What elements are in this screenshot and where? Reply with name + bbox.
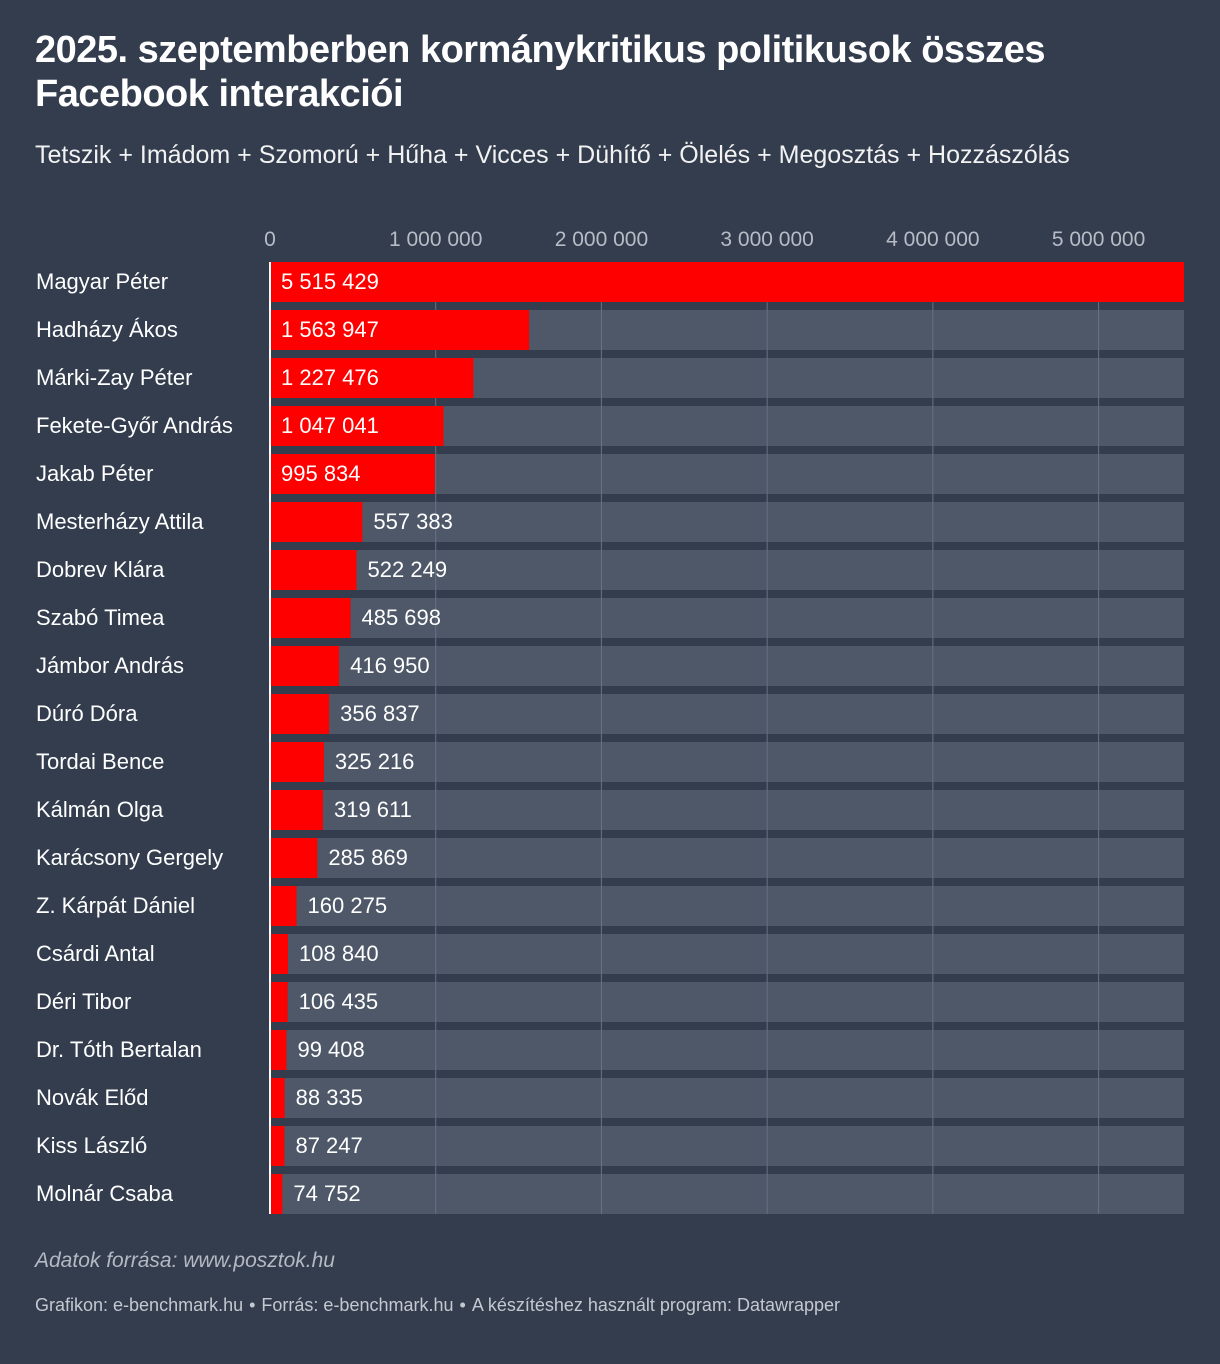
category-label: Márki-Zay Péter [36,365,192,390]
bar-track [270,646,1184,686]
category-label: Jakab Péter [36,461,153,486]
value-label: 325 216 [335,749,415,774]
category-label: Déri Tibor [36,989,131,1014]
bar-track [270,790,1184,830]
value-label: 285 869 [328,845,408,870]
chart-title: 2025. szeptemberben kormánykritikus poli… [35,29,1045,115]
value-label: 319 611 [334,797,412,822]
bar [270,694,330,734]
bar-track [270,1078,1184,1118]
bar-track [270,934,1184,974]
value-label: 106 435 [299,989,379,1014]
category-label: Csárdi Antal [36,941,155,966]
bar [270,262,1184,302]
bar-track [270,886,1184,926]
footer: Grafikon: e-benchmark.hu • Forrás: e-bench… [35,1295,840,1315]
value-label: 557 383 [373,509,453,534]
footer-graphic: Grafikon: e-benchmark.hu [35,1295,244,1315]
bar [270,1174,283,1214]
bar [270,742,324,782]
category-label: Dr. Tóth Bertalan [36,1037,202,1062]
bar-track [270,1030,1184,1070]
value-label: 99 408 [297,1037,364,1062]
x-tick-label: 0 [264,228,276,251]
x-tick-label: 2 000 000 [555,228,648,251]
bar [270,406,444,446]
bar [270,598,351,638]
category-label: Magyar Péter [36,269,168,294]
bar [270,1126,285,1166]
category-label: Z. Kárpát Dániel [36,893,195,918]
category-label: Mesterházy Attila [36,509,204,534]
category-label: Kiss László [36,1133,147,1158]
category-label: Karácsony Gergely [36,845,223,870]
bar [270,454,436,494]
category-label: Jámbor András [36,653,184,678]
bar [270,790,323,830]
bar-track [270,502,1184,542]
value-label: 108 840 [299,941,379,966]
x-tick-label: 1 000 000 [389,228,482,251]
bar [270,310,530,350]
category-label: Novák Előd [36,1085,149,1110]
value-label: 160 275 [308,893,388,918]
value-label: 87 247 [295,1133,362,1158]
value-label: 995 834 [281,461,361,486]
bar [270,934,289,974]
bar-track [270,694,1184,734]
value-label: 74 752 [293,1181,360,1206]
value-label: 1 227 476 [281,365,379,390]
bar [270,1030,287,1070]
data-source-note: Adatok forrása: www.posztok.hu [35,1249,335,1272]
x-tick-label: 5 000 000 [1052,228,1145,251]
bar-track [270,982,1184,1022]
x-tick-label: 4 000 000 [886,228,979,251]
value-label: 416 950 [350,653,430,678]
category-label: Tordai Bence [36,749,164,774]
bar-track [270,838,1184,878]
bar-track [270,1126,1184,1166]
bar [270,502,363,542]
value-label: 1 047 041 [281,413,379,438]
x-tick-label: 3 000 000 [720,228,813,251]
category-label: Hadházy Ákos [36,317,178,342]
bar-track [270,1174,1184,1214]
value-label: 522 249 [368,557,448,582]
footer-tool: A készítéshez használt program: Datawrap… [471,1295,840,1315]
bar-track [270,598,1184,638]
value-label: 5 515 429 [281,269,379,294]
category-label: Fekete-Győr András [36,413,233,438]
value-label: 356 837 [340,701,420,726]
category-label: Molnár Csaba [36,1181,174,1206]
value-label: 1 563 947 [281,317,379,342]
bar [270,838,318,878]
category-label: Szabó Timea [36,605,165,630]
bar [270,982,288,1022]
bar [270,646,340,686]
bar [270,886,297,926]
chart-subtitle: Tetszik + Imádom + Szomorú + Hűha + Vicc… [35,141,1070,169]
value-label: 485 698 [361,605,441,630]
bar-track [270,550,1184,590]
category-label: Dúró Dóra [36,701,138,726]
category-label: Kálmán Olga [36,797,164,822]
bar [270,550,357,590]
value-label: 88 335 [296,1085,363,1110]
footer-source: Forrás: e-benchmark.hu [261,1295,454,1315]
bar [270,358,474,398]
bar-track [270,742,1184,782]
bar [270,1078,285,1118]
category-label: Dobrev Klára [36,557,165,582]
